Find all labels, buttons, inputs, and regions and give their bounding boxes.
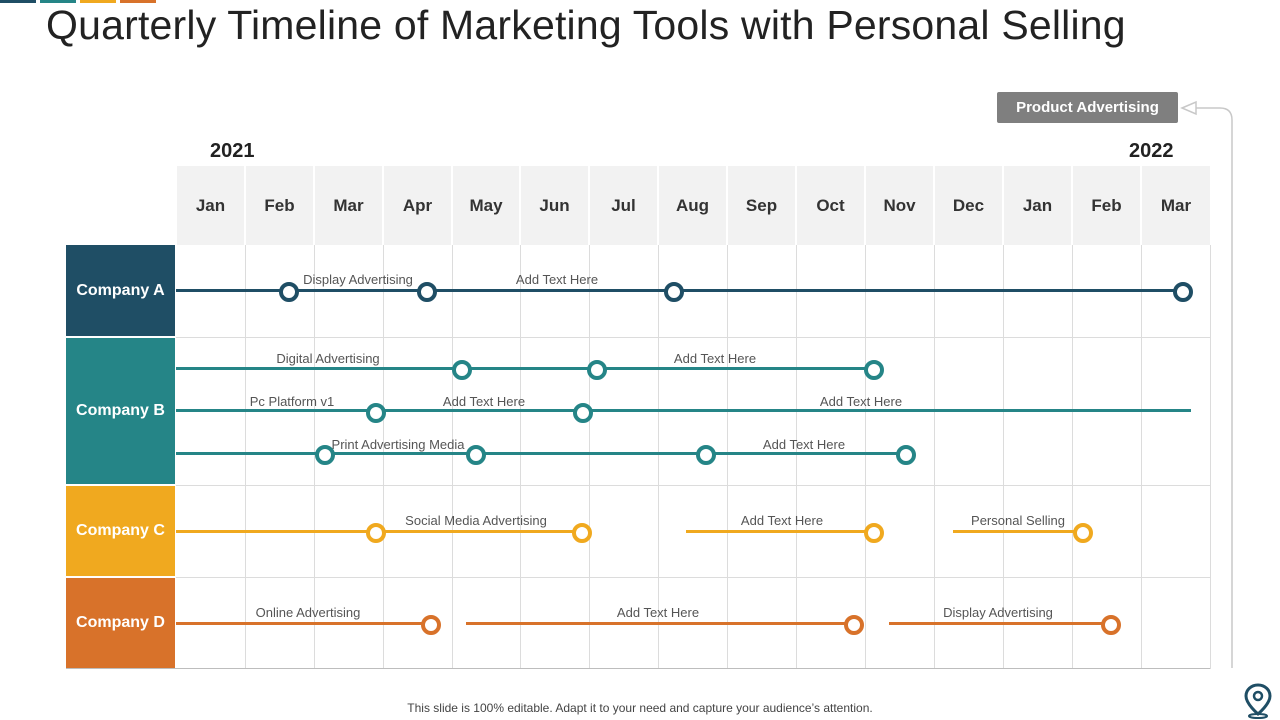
timeline-line xyxy=(176,452,905,455)
month-header: Jan xyxy=(177,166,244,245)
milestone-label: Print Advertising Media xyxy=(331,437,465,452)
month-header: May xyxy=(453,166,519,245)
milestone-marker[interactable] xyxy=(696,445,716,465)
milestone-label: Personal Selling xyxy=(971,513,1065,528)
month-header: Apr xyxy=(384,166,451,245)
milestone-marker[interactable] xyxy=(452,360,472,380)
milestone-label: Digital Advertising xyxy=(276,351,380,366)
milestone-marker[interactable] xyxy=(572,523,592,543)
milestone-marker[interactable] xyxy=(366,523,386,543)
location-pin-icon xyxy=(1244,683,1272,719)
month-header: Mar xyxy=(1142,166,1210,245)
timeline-line xyxy=(176,622,430,625)
month-header: Feb xyxy=(1073,166,1140,245)
milestone-label: Display Advertising xyxy=(303,272,413,287)
milestone-marker[interactable] xyxy=(1173,282,1193,302)
milestone-marker[interactable] xyxy=(896,445,916,465)
month-header: Jan xyxy=(1004,166,1071,245)
month-header: Nov xyxy=(866,166,933,245)
month-header: Aug xyxy=(659,166,726,245)
milestone-label: Social Media Advertising xyxy=(405,513,547,528)
month-header: Jul xyxy=(590,166,657,245)
milestone-marker[interactable] xyxy=(664,282,684,302)
milestone-marker[interactable] xyxy=(587,360,607,380)
month-header: Mar xyxy=(315,166,382,245)
milestone-label: Add Text Here xyxy=(740,513,824,528)
milestone-label: Online Advertising xyxy=(255,605,361,620)
milestone-label: Add Text Here xyxy=(616,605,700,620)
milestone-label: Add Text Here xyxy=(442,394,526,409)
milestone-marker[interactable] xyxy=(315,445,335,465)
milestone-marker[interactable] xyxy=(466,445,486,465)
month-header: Feb xyxy=(246,166,313,245)
timeline-line xyxy=(953,530,1081,533)
milestone-marker[interactable] xyxy=(279,282,299,302)
milestone-marker[interactable] xyxy=(1101,615,1121,635)
month-header: Oct xyxy=(797,166,864,245)
page-title: Quarterly Timeline of Marketing Tools wi… xyxy=(46,2,1126,48)
timeline-line xyxy=(889,622,1109,625)
milestone-marker[interactable] xyxy=(864,523,884,543)
milestone-marker[interactable] xyxy=(844,615,864,635)
milestone-marker[interactable] xyxy=(417,282,437,302)
month-header: Jun xyxy=(521,166,588,245)
milestone-label: Pc Platform v1 xyxy=(249,394,335,409)
product-advertising-callout[interactable]: Product Advertising xyxy=(997,92,1178,123)
milestone-label: Display Advertising xyxy=(943,605,1053,620)
timeline-line xyxy=(176,409,1191,412)
milestone-marker[interactable] xyxy=(421,615,441,635)
milestone-label: Add Text Here xyxy=(819,394,903,409)
timeline-line xyxy=(466,622,852,625)
milestone-marker[interactable] xyxy=(573,403,593,423)
milestone-marker[interactable] xyxy=(1073,523,1093,543)
milestone-marker[interactable] xyxy=(366,403,386,423)
milestone-label: Add Text Here xyxy=(515,272,599,287)
timeline-line xyxy=(176,367,873,370)
footer-note: This slide is 100% editable. Adapt it to… xyxy=(407,701,873,715)
company-d-label: Company D xyxy=(66,578,175,668)
year-start: 2021 xyxy=(210,140,255,162)
company-b-label: Company B xyxy=(66,338,175,484)
milestone-label: Add Text Here xyxy=(673,351,757,366)
company-a-label: Company A xyxy=(66,245,175,336)
milestone-label: Add Text Here xyxy=(762,437,846,452)
milestone-marker[interactable] xyxy=(864,360,884,380)
company-c-label: Company C xyxy=(66,486,175,576)
month-header: Sep xyxy=(728,166,795,245)
month-header: Dec xyxy=(935,166,1002,245)
year-end: 2022 xyxy=(1129,140,1174,162)
timeline-line xyxy=(686,530,872,533)
